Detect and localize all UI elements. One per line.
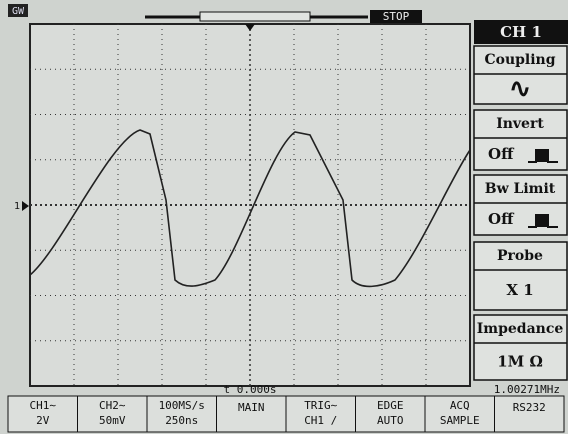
channel-marker: 1: [14, 201, 20, 212]
menu-item-label: Impedance: [477, 321, 564, 337]
side-menu: CH 1 Coupling ∿ Invert Off Bw Limit Off Probe X…: [474, 20, 568, 380]
status-text: AUTO: [377, 414, 404, 427]
status-text: 50mV: [99, 414, 126, 427]
menu-item-label: Bw Limit: [485, 181, 556, 197]
status-text: 250ns: [165, 414, 198, 427]
frequency: 1.00271MHz: [494, 383, 560, 396]
run-status: STOP: [383, 10, 410, 23]
menu-item-label: Probe: [497, 248, 543, 264]
menu-item-value: ∿: [509, 74, 531, 104]
menu-item-value: X 1: [506, 281, 533, 299]
time-offset: t 0.000s: [224, 383, 277, 396]
status-bar: CH1∼ 2V CH2∼ 50mV 100MS/s 250ns MAIN TRIG∼ CH1 /…: [8, 396, 564, 432]
menu-item-value: 1M Ω: [497, 353, 543, 371]
status-text: CH2∼: [99, 399, 126, 412]
status-text: CH1 /: [304, 414, 337, 427]
menu-item-label: Invert: [496, 116, 544, 132]
status-text: 100MS/s: [159, 399, 205, 412]
status-text: ACQ: [450, 399, 470, 412]
status-text: EDGE: [377, 399, 404, 412]
status-text: SAMPLE: [440, 414, 480, 427]
status-text: TRIG∼: [304, 399, 337, 412]
memory-window: [200, 12, 310, 21]
status-text: 2V: [36, 414, 50, 427]
logo: GW: [12, 6, 25, 17]
oscilloscope-screen: GW STOP 1 CH 1 Coupling ∿ Invert Off Bw Limi…: [0, 0, 568, 434]
menu-item-value: Off: [488, 145, 515, 163]
menu-title: CH 1: [500, 23, 542, 41]
menu-item-value: Off: [488, 210, 515, 228]
status-text: MAIN: [238, 401, 265, 414]
menu-item-label: Coupling: [484, 52, 555, 68]
status-text: CH1∼: [30, 399, 57, 412]
status-text: RS232: [513, 401, 546, 414]
